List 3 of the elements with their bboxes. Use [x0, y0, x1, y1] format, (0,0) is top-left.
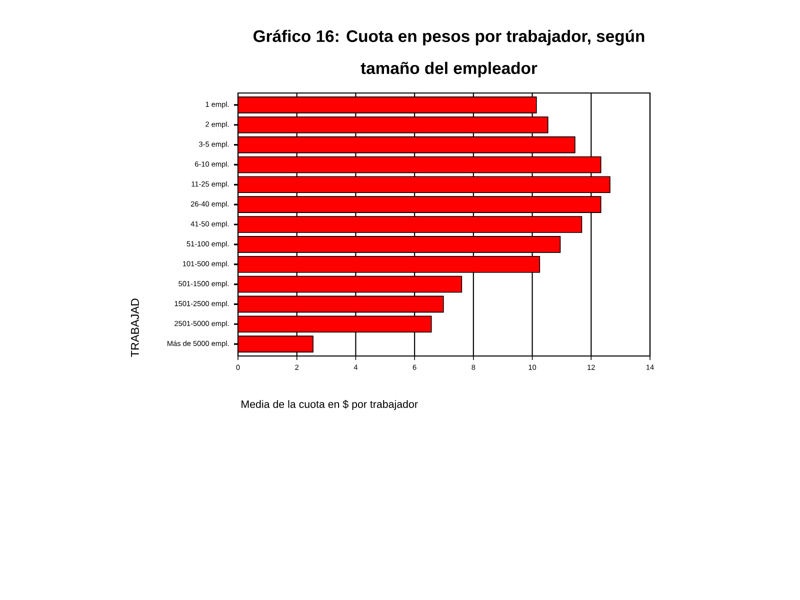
x-axis-title: Media de la cuota en $ por trabajador	[242, 400, 418, 410]
chart-title: Gráfico 16: Cuota en pesos por trabajador, según tamaño del empleador	[254, 30, 644, 78]
y-axis-title: TRABAJAD	[131, 298, 139, 358]
